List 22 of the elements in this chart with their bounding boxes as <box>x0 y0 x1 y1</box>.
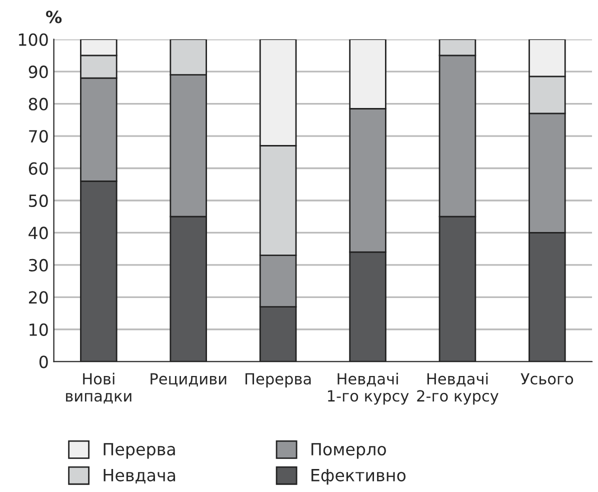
legend-label: Померло <box>312 443 386 459</box>
legend-label: Невдача <box>104 469 176 484</box>
y-tick-label: 30 <box>29 258 48 272</box>
y-tick-label: 100 <box>18 33 48 46</box>
y-tick-label: 90 <box>28 66 48 78</box>
y-axis-title: % <box>46 10 62 24</box>
y-tick-label: 70 <box>29 130 48 143</box>
y-tick-label: 20 <box>28 291 48 304</box>
x-tick-label: Усього <box>520 373 574 385</box>
y-tick-label: 60 <box>28 162 48 175</box>
x-tick-label: Невдачі 1-го курсу <box>328 372 409 405</box>
y-tick-label: 10 <box>30 323 48 336</box>
legend-label: Ефективно <box>312 469 406 485</box>
legend-label: Перерва <box>104 443 175 459</box>
x-tick-label: Рецидиви <box>150 373 226 386</box>
x-tick-label: Нові випадки <box>66 372 132 404</box>
y-tick-label: 50 <box>29 194 48 208</box>
y-tick-label: 0 <box>39 356 48 368</box>
y-tick-label: 80 <box>28 98 48 110</box>
y-tick-label: 40 <box>28 226 48 240</box>
x-tick-label: Невдачі 2-го курсу <box>417 372 498 405</box>
x-tick-label: Перерва <box>246 373 311 388</box>
